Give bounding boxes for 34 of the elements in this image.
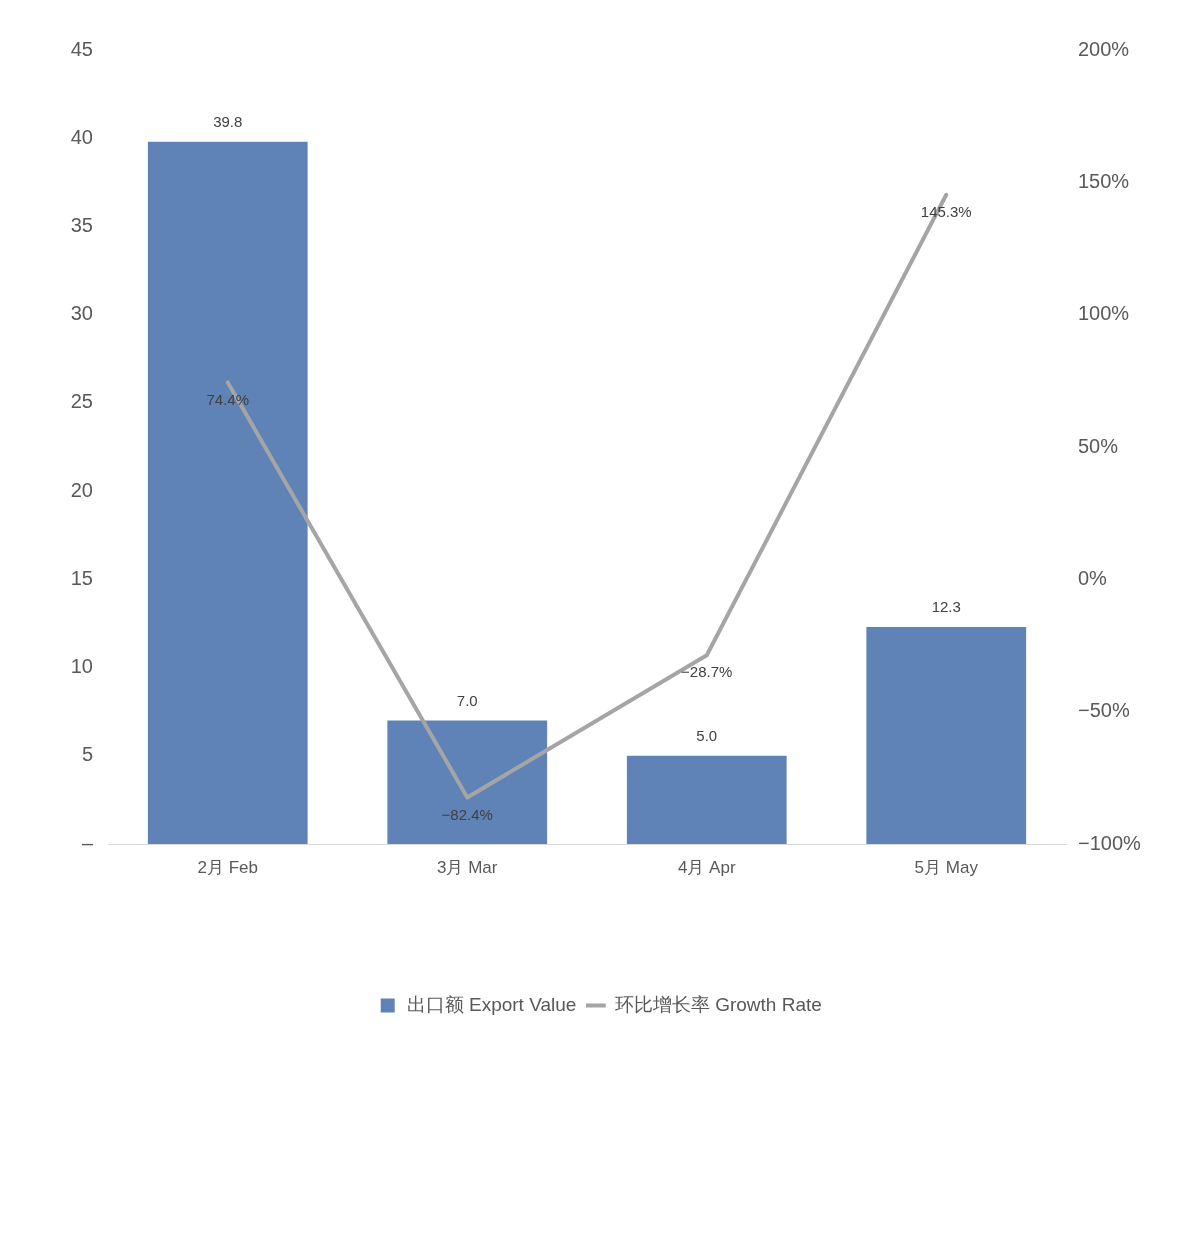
data-label: 5.0 (696, 726, 718, 744)
y-tick-label: 45 (70, 37, 93, 60)
bar (626, 755, 787, 844)
x-tick-label: 4月 Apr (677, 857, 736, 877)
y-tick-label: 15 (70, 566, 93, 589)
y-tick-label: 20 (70, 478, 93, 501)
x-tick-label: 3月 Mar (437, 857, 498, 877)
y-tick-label: 40 (70, 125, 93, 148)
y2-tick-label: −100% (1078, 831, 1142, 854)
x-tick-label: 2月 Feb (197, 857, 258, 877)
bar (866, 626, 1027, 844)
data-label: 145.3% (920, 202, 972, 220)
y2-tick-label: −50% (1078, 699, 1130, 722)
legend-label: 环比增长率 Growth Rate (614, 993, 822, 1015)
data-label: −82.4% (441, 805, 493, 823)
y2-tick-label: 150% (1078, 169, 1130, 192)
bar (387, 720, 548, 844)
y2-tick-label: 0% (1078, 566, 1108, 589)
y2-tick-label: 200% (1078, 37, 1130, 60)
legend-label: 出口额 Export Value (406, 993, 577, 1015)
x-tick-label: 5月 May (914, 857, 979, 877)
bar (147, 141, 308, 844)
y-tick-label: 10 (70, 655, 93, 678)
y-tick-label: – (81, 831, 94, 854)
y-tick-label: 25 (70, 390, 93, 413)
y2-tick-label: 100% (1078, 302, 1130, 325)
y-tick-label: 30 (70, 302, 93, 325)
y-tick-label: 35 (70, 213, 93, 236)
data-label: 12.3 (931, 598, 961, 616)
y-tick-label: 5 (81, 743, 93, 766)
data-label: 39.8 (213, 112, 243, 130)
y2-tick-label: 50% (1078, 434, 1119, 457)
data-label: −28.7% (681, 663, 733, 681)
data-label: 7.0 (456, 691, 478, 709)
